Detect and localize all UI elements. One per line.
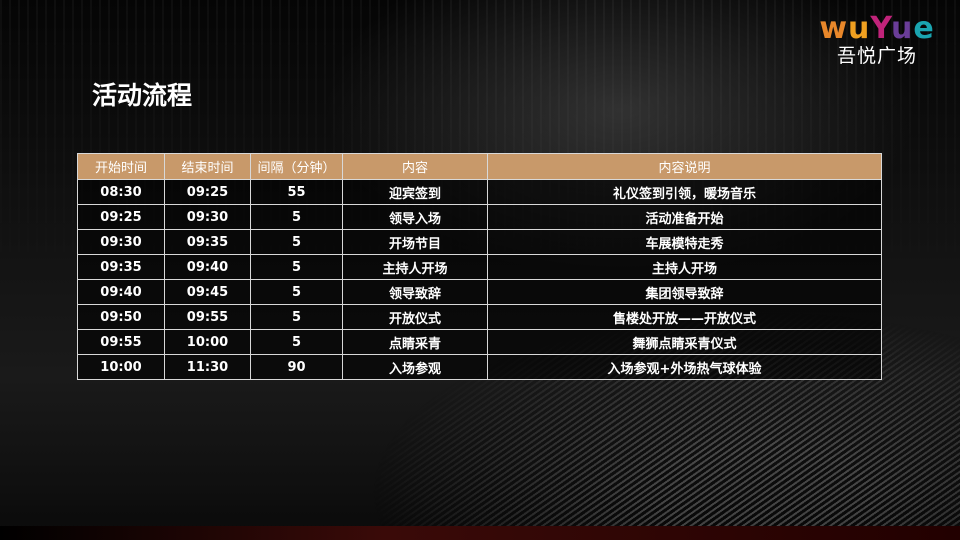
table-cell: 领导入场 [342,204,488,230]
table-cell: 入场参观+外场热气球体验 [487,354,882,380]
table-cell: 09:30 [164,204,251,230]
table-cell: 礼仪签到引领，暖场音乐 [487,179,882,205]
table-cell: 90 [250,354,343,380]
table-row: 09:40 09:45 5 领导致辞 集团领导致辞 [77,279,882,305]
table-cell: 10:00 [77,354,165,380]
table-cell: 舞狮点睛采青仪式 [487,329,882,355]
table-cell: 09:25 [164,179,251,205]
table-row: 10:00 11:30 90 入场参观 入场参观+外场热气球体验 [77,354,882,380]
table-row: 08:30 09:25 55 迎宾签到 礼仪签到引领，暖场音乐 [77,179,882,205]
table-row: 09:50 09:55 5 开放仪式 售楼处开放——开放仪式 [77,304,882,330]
table-cell: 迎宾签到 [342,179,488,205]
table-cell: 55 [250,179,343,205]
table-row: 09:55 10:00 5 点睛采青 舞狮点睛采青仪式 [77,329,882,355]
table-cell: 集团领导致辞 [487,279,882,305]
table-cell: 09:40 [77,279,165,305]
table-cell: 09:40 [164,254,251,280]
table-cell: 09:35 [77,254,165,280]
table-row: 09:30 09:35 5 开场节目 车展模特走秀 [77,229,882,255]
table-cell: 领导致辞 [342,279,488,305]
table-cell: 车展模特走秀 [487,229,882,255]
table-cell: 09:55 [77,329,165,355]
logo-letter: Y [870,11,891,46]
bottom-bar [0,526,960,540]
table-cell: 10:00 [164,329,251,355]
column-header: 开始时间 [77,153,165,180]
page-title: 活动流程 [92,81,193,110]
table-cell: 08:30 [77,179,165,205]
table-cell: 主持人开场 [342,254,488,280]
table-cell: 开放仪式 [342,304,488,330]
table-cell: 09:35 [164,229,251,255]
table-cell: 5 [250,229,343,255]
table-cell: 入场参观 [342,354,488,380]
logo-letter: u [890,11,914,46]
logo-name: 吾悦广场 [836,45,917,67]
table-cell: 5 [250,279,343,305]
table-cell: 11:30 [164,354,251,380]
table-cell: 开场节目 [342,229,488,255]
table-cell: 09:30 [77,229,165,255]
table-cell: 09:25 [77,204,165,230]
wuyue-logo: wuYue 吾悦广场 [812,14,942,68]
logo-letter: u [848,11,871,46]
table-cell: 5 [250,204,343,230]
table-cell: 活动准备开始 [487,204,882,230]
column-header: 内容说明 [487,153,882,180]
table-cell: 售楼处开放——开放仪式 [487,304,882,330]
logo-letter: e [913,11,935,46]
table-cell: 5 [250,254,343,280]
logo-mark: wuYue [812,14,942,44]
schedule-table: 开始时间 结束时间 间隔（分钟） 内容 内容说明 08:30 09:25 55 迎宾签到 礼仪签… [77,153,882,380]
table-cell: 主持人开场 [487,254,882,280]
table-header-row: 开始时间 结束时间 间隔（分钟） 内容 内容说明 [77,153,882,180]
table-cell: 点睛采青 [342,329,488,355]
table-cell: 09:50 [77,304,165,330]
column-header: 间隔（分钟） [250,153,343,180]
table-row: 09:25 09:30 5 领导入场 活动准备开始 [77,204,882,230]
table-cell: 09:55 [164,304,251,330]
column-header: 内容 [342,153,488,180]
table-row: 09:35 09:40 5 主持人开场 主持人开场 [77,254,882,280]
table-cell: 09:45 [164,279,251,305]
table-cell: 5 [250,304,343,330]
logo-letter: w [819,11,849,46]
table-cell: 5 [250,329,343,355]
column-header: 结束时间 [164,153,251,180]
